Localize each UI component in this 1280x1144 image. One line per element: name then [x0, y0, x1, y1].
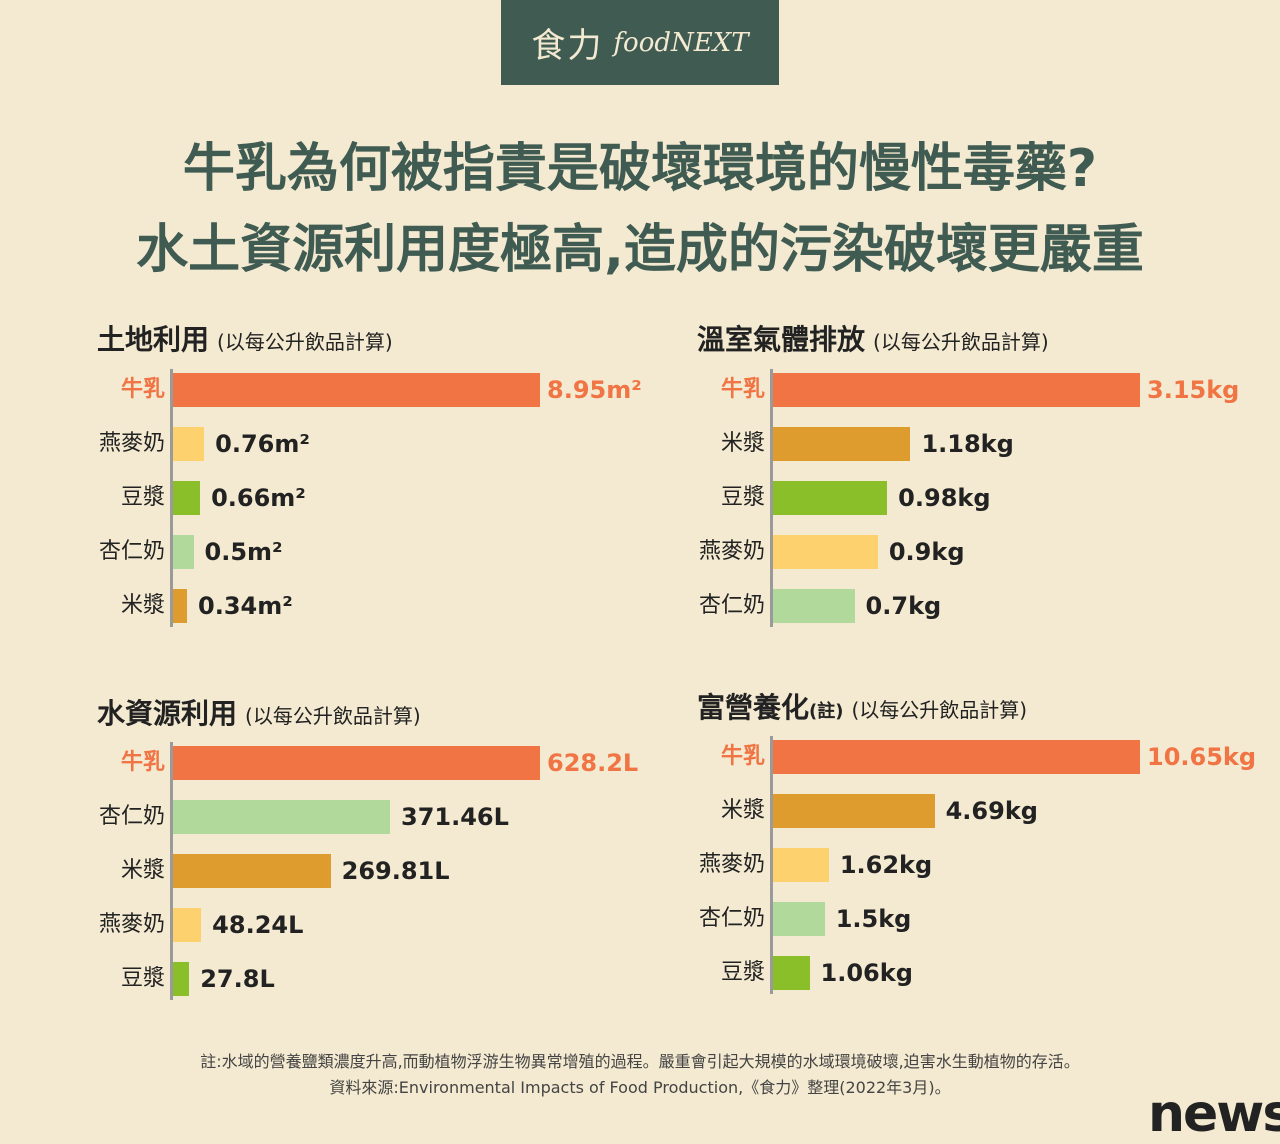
chart-title-main: 溫室氣體排放	[697, 323, 866, 356]
value-label-米漿: 0.34m²	[198, 592, 293, 620]
value-label-豆漿: 0.98kg	[898, 484, 991, 512]
chart-title-main: 富營養化	[697, 691, 810, 724]
value-label-豆漿: 27.8L	[200, 965, 275, 993]
category-label-牛乳: 牛乳	[120, 377, 165, 402]
category-label-杏仁奶: 杏仁奶	[98, 804, 165, 829]
value-label-燕麥奶: 1.62kg	[839, 851, 933, 879]
bar-牛乳	[773, 740, 1140, 774]
logo-english: foodNEXT	[613, 27, 749, 58]
chart-title: 溫室氣體排放 (以每公升飲品計算)	[697, 318, 1049, 358]
chart-axis	[770, 736, 773, 994]
category-label-牛乳: 牛乳	[120, 750, 165, 775]
chart-panel-1: 土地利用 (以每公升飲品計算) 牛乳 8.95m² 燕麥奶 0.76m² 豆漿 0.66m² 杏…	[97, 318, 657, 648]
category-label-杏仁奶: 杏仁奶	[698, 906, 765, 931]
bar-豆漿	[173, 481, 201, 515]
value-label-杏仁奶: 0.7kg	[865, 592, 942, 620]
value-label-燕麥奶: 48.24L	[212, 911, 304, 939]
category-label-米漿: 米漿	[120, 593, 165, 618]
chart-subtitle: (以每公升飲品計算)	[217, 330, 393, 354]
bar-米漿	[773, 794, 935, 828]
category-label-燕麥奶: 燕麥奶	[698, 539, 765, 564]
value-label-米漿: 269.81L	[341, 857, 450, 885]
chart-panel-3: 水資源利用 (以每公升飲品計算) 牛乳 628.2L 杏仁奶 371.46L 米漿 269.8…	[97, 692, 657, 1022]
category-label-豆漿: 豆漿	[720, 960, 765, 985]
category-label-牛乳: 牛乳	[720, 377, 765, 402]
chart-panel-4: 富營養化(註) (以每公升飲品計算) 牛乳 10.65kg 米漿 4.69kg 燕麥奶 1.6…	[697, 686, 1257, 1016]
value-label-豆漿: 1.06kg	[820, 959, 913, 987]
value-label-豆漿: 0.66m²	[211, 484, 306, 512]
category-label-米漿: 米漿	[720, 798, 765, 823]
bar-杏仁奶	[173, 800, 390, 834]
bar-豆漿	[773, 956, 810, 990]
chart-panel-2: 溫室氣體排放 (以每公升飲品計算) 牛乳 3.15kg 米漿 1.18kg 豆漿 0.98kg…	[697, 318, 1257, 648]
bar-杏仁奶	[773, 902, 825, 936]
value-label-米漿: 4.69kg	[945, 797, 1038, 825]
chart-subtitle: (以每公升飲品計算)	[245, 704, 421, 728]
chart-subtitle: (以每公升飲品計算)	[873, 330, 1049, 354]
chart-title: 富營養化(註) (以每公升飲品計算)	[697, 686, 1027, 726]
footnote: 註:水域的營養鹽類濃度升高,而動植物浮游生物異常增殖的過程。嚴重會引起大規模的水…	[200, 1052, 1080, 1071]
chart-axis	[170, 369, 173, 627]
source-note: 資料來源:Environmental Impacts of Food Produ…	[329, 1078, 951, 1097]
chart-axis	[170, 742, 173, 1000]
value-label-米漿: 1.18kg	[921, 430, 1014, 458]
value-label-牛乳: 3.15kg	[1147, 376, 1240, 404]
category-label-豆漿: 豆漿	[120, 966, 165, 991]
bar-燕麥奶	[773, 848, 829, 882]
bar-牛乳	[173, 746, 540, 780]
category-label-米漿: 米漿	[720, 431, 765, 456]
chart-title: 水資源利用 (以每公升飲品計算)	[97, 692, 421, 732]
bar-杏仁奶	[773, 589, 855, 623]
category-label-燕麥奶: 燕麥奶	[698, 852, 765, 877]
category-label-豆漿: 豆漿	[120, 485, 165, 510]
value-label-杏仁奶: 371.46L	[401, 803, 509, 831]
bar-米漿	[173, 589, 187, 623]
chart-subtitle: (以每公升飲品計算)	[851, 698, 1028, 722]
headline-line-1: 牛乳為何被指責是破壞環境的慢性毒藥?	[182, 139, 1098, 199]
chart-title-note: (註)	[809, 701, 844, 722]
chart-axis	[770, 369, 773, 627]
bar-米漿	[173, 854, 331, 888]
bar-燕麥奶	[173, 908, 202, 942]
category-label-米漿: 米漿	[120, 858, 165, 883]
news-watermark: news	[1148, 1084, 1280, 1144]
category-label-燕麥奶: 燕麥奶	[98, 912, 165, 937]
value-label-杏仁奶: 1.5kg	[835, 905, 912, 933]
bar-豆漿	[173, 962, 190, 996]
category-label-牛乳: 牛乳	[720, 744, 765, 769]
category-label-燕麥奶: 燕麥奶	[98, 431, 165, 456]
bar-燕麥奶	[773, 535, 878, 569]
bar-米漿	[773, 427, 911, 461]
value-label-牛乳: 8.95m²	[547, 376, 642, 404]
bar-杏仁奶	[173, 535, 194, 569]
logo-chinese: 食力	[531, 26, 604, 66]
bar-豆漿	[773, 481, 888, 515]
chart-title: 土地利用 (以每公升飲品計算)	[97, 318, 393, 358]
foodnext-logo: 食力 foodNEXT	[501, 0, 779, 85]
chart-title-main: 水資源利用	[97, 697, 238, 730]
value-label-牛乳: 10.65kg	[1147, 743, 1257, 771]
headline-line-2: 水土資源利用度極高,造成的污染破壞更嚴重	[136, 220, 1144, 280]
value-label-燕麥奶: 0.76m²	[215, 430, 310, 458]
chart-title-main: 土地利用	[97, 323, 210, 356]
value-label-燕麥奶: 0.9kg	[888, 538, 965, 566]
category-label-豆漿: 豆漿	[720, 485, 765, 510]
bar-牛乳	[773, 373, 1140, 407]
value-label-杏仁奶: 0.5m²	[204, 538, 283, 566]
category-label-杏仁奶: 杏仁奶	[698, 593, 765, 618]
bar-牛乳	[173, 373, 540, 407]
value-label-牛乳: 628.2L	[547, 749, 639, 777]
bar-燕麥奶	[173, 427, 205, 461]
category-label-杏仁奶: 杏仁奶	[98, 539, 165, 564]
